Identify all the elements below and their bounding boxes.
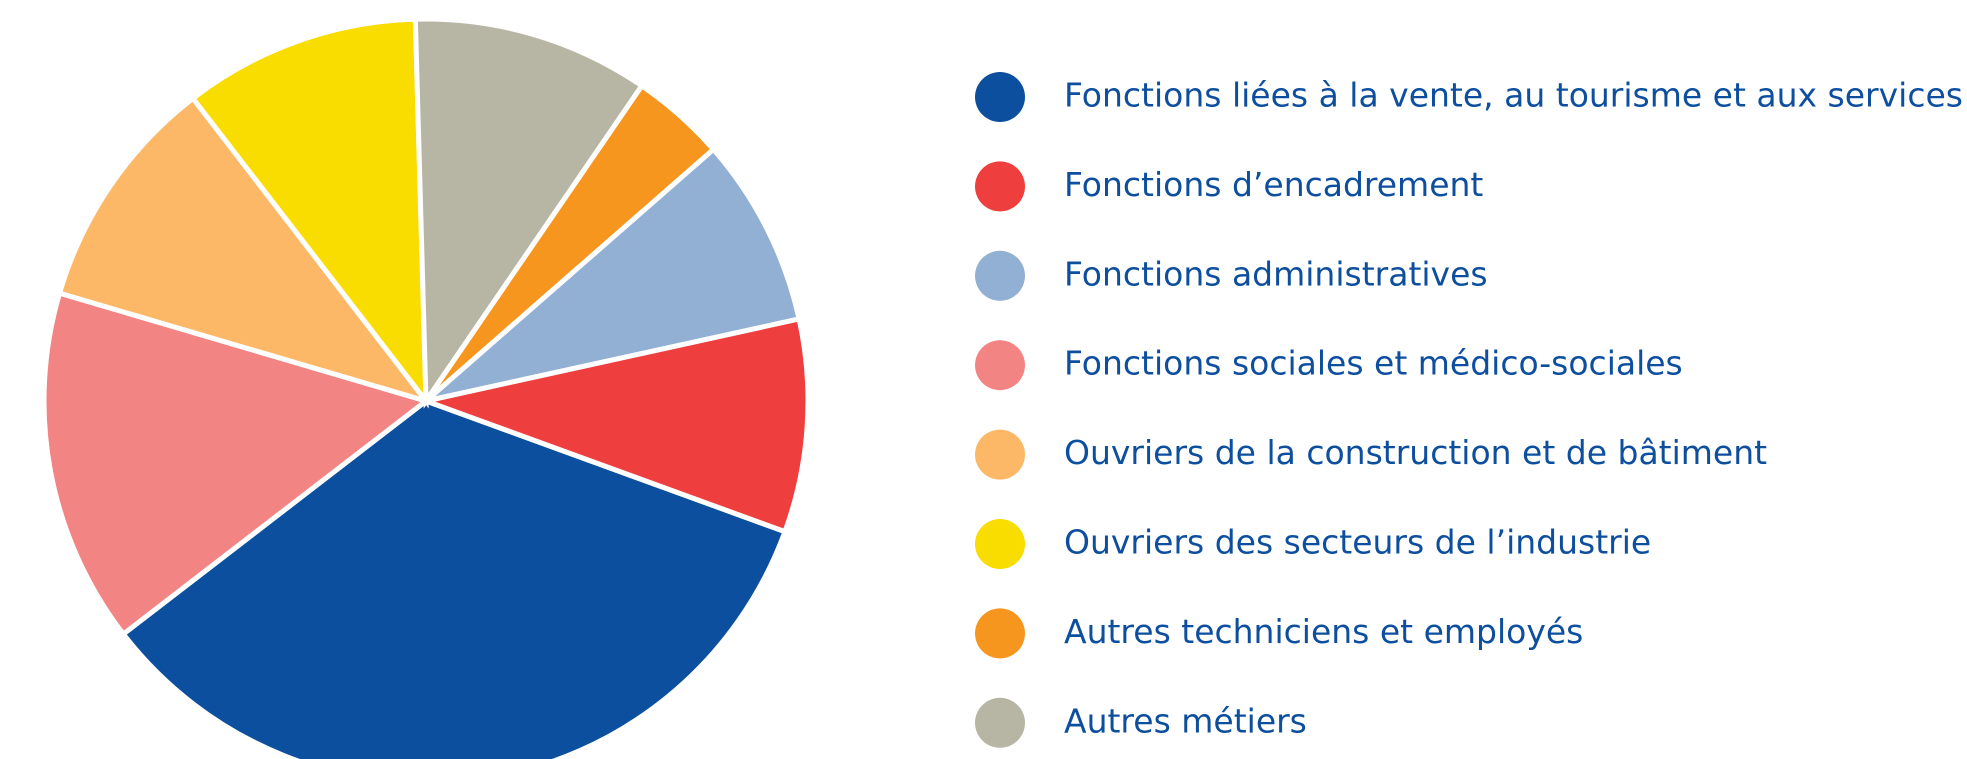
pie-slice xyxy=(189,16,429,409)
legend-swatch xyxy=(975,340,1025,391)
legend-swatch xyxy=(975,429,1025,480)
pie-slice xyxy=(56,94,433,406)
legend-label: Ouvriers de la construction et de bâtime… xyxy=(1064,433,1767,472)
legend-swatch xyxy=(975,161,1025,212)
pie-slice xyxy=(41,290,432,638)
pie-slice xyxy=(417,315,811,535)
legend-swatch xyxy=(975,250,1025,301)
legend-swatch xyxy=(975,519,1025,569)
legend-swatch xyxy=(975,697,1025,748)
legend-label: Fonctions administratives xyxy=(1064,254,1488,293)
legend-label: Ouvriers des secteurs de l’industrie xyxy=(1064,523,1651,562)
legend-label: Fonctions sociales et médico-sociales xyxy=(1064,344,1683,383)
legend-label: Fonctions liées à la vente, au tourisme … xyxy=(1064,76,1963,115)
legend-swatch xyxy=(975,608,1025,659)
legend-swatch xyxy=(975,72,1025,122)
legend-label: Autres techniciens et employés xyxy=(1064,612,1583,651)
pie-slice xyxy=(412,16,646,409)
legend-label: Autres métiers xyxy=(1064,701,1307,740)
pie-slice xyxy=(119,398,789,759)
legend-label: Fonctions d’encadrement xyxy=(1064,165,1483,204)
